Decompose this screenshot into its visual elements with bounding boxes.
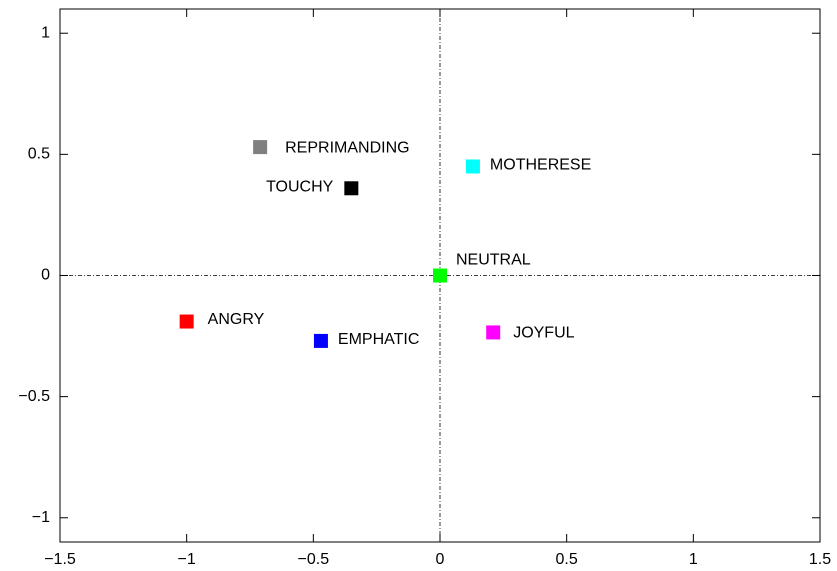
point xyxy=(433,268,447,283)
point-label: NEUTRAL xyxy=(456,252,531,269)
point-label: REPRIMANDING xyxy=(285,139,409,156)
x-tick-label: 1.5 xyxy=(809,551,831,568)
y-tick-label: 1 xyxy=(41,24,50,41)
y-tick-label: −1 xyxy=(32,509,50,526)
y-tick-label: 0.5 xyxy=(28,146,50,163)
point-label: ANGRY xyxy=(208,311,265,328)
point-label: EMPHATIC xyxy=(338,331,419,348)
x-tick-label: −1.5 xyxy=(44,551,76,568)
point-label: JOYFUL xyxy=(513,325,574,342)
point xyxy=(344,181,359,196)
point xyxy=(486,325,501,340)
point-label: TOUCHY xyxy=(266,179,334,196)
point-label: MOTHERESE xyxy=(490,157,591,174)
y-tick-label: −0.5 xyxy=(18,388,50,405)
point xyxy=(313,333,328,348)
y-tick-label: 0 xyxy=(41,267,50,284)
x-tick-label: −1 xyxy=(178,551,196,568)
x-tick-label: 1 xyxy=(689,551,698,568)
point xyxy=(179,314,194,329)
x-tick-label: 0 xyxy=(436,551,445,568)
x-tick-label: 0.5 xyxy=(556,551,578,568)
point xyxy=(465,159,480,174)
point xyxy=(253,140,268,155)
x-tick-label: −0.5 xyxy=(298,551,330,568)
